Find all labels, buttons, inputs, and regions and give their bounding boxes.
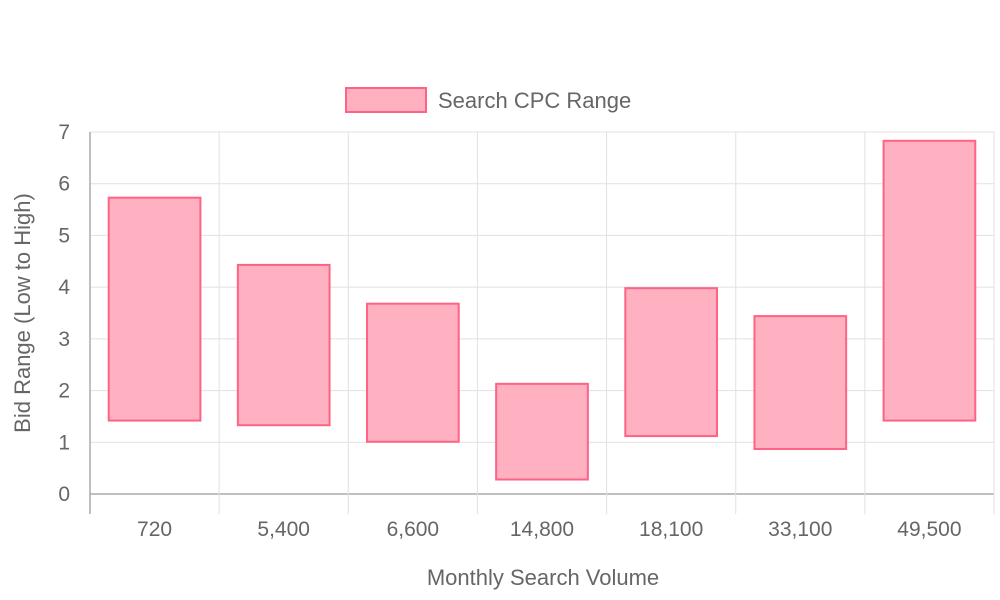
range-bar[interactable] xyxy=(753,315,848,451)
y-tick-label: 4 xyxy=(58,276,70,299)
range-bar[interactable] xyxy=(624,287,718,438)
bars xyxy=(107,139,977,481)
y-tick-label: 7 xyxy=(58,121,70,144)
axes: 0 1 2 3 4 5 6 7 720 5,400 6,600 14,800 18,100 33,100 4… xyxy=(58,121,961,541)
x-tick-label: 5,400 xyxy=(257,518,310,541)
x-tick-label: 720 xyxy=(137,518,172,541)
range-bar[interactable] xyxy=(495,382,589,481)
y-tick-label: 2 xyxy=(58,380,70,403)
legend-label[interactable]: Search CPC Range xyxy=(438,88,631,113)
y-tick-label: 6 xyxy=(58,173,70,196)
range-bar[interactable] xyxy=(366,302,460,443)
x-tick-label: 6,600 xyxy=(387,518,440,541)
range-bar[interactable] xyxy=(236,263,331,427)
y-tick-label: 3 xyxy=(58,328,70,351)
range-bar[interactable] xyxy=(882,139,977,422)
x-tick-label: 18,100 xyxy=(639,518,703,541)
legend-swatch[interactable] xyxy=(345,87,427,113)
x-tick-label: 33,100 xyxy=(768,518,832,541)
x-tick-label: 49,500 xyxy=(897,518,961,541)
y-tick-label: 5 xyxy=(58,224,70,247)
y-tick-label: 1 xyxy=(58,431,70,454)
x-axis-title: Monthly Search Volume xyxy=(427,565,659,590)
legend[interactable]: Search CPC Range xyxy=(345,87,631,113)
y-axis-title: Bid Range (Low to High) xyxy=(10,193,35,433)
x-tick-label: 14,800 xyxy=(510,518,574,541)
range-bar[interactable] xyxy=(107,196,202,422)
y-tick-label: 0 xyxy=(58,483,70,506)
